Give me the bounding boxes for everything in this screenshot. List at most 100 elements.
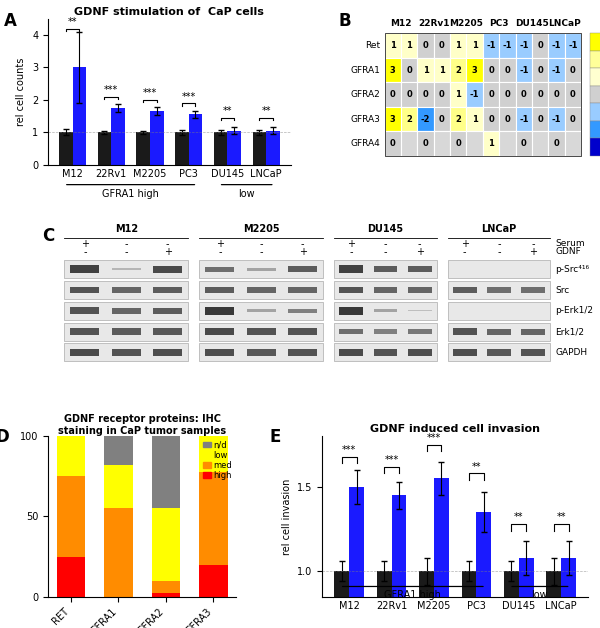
Text: 0: 0 <box>488 90 494 99</box>
Text: M12: M12 <box>390 19 412 28</box>
Bar <box>590 33 600 51</box>
Text: B: B <box>338 11 351 30</box>
Bar <box>434 33 450 58</box>
Bar <box>532 131 548 156</box>
Bar <box>434 58 450 82</box>
Bar <box>205 349 235 356</box>
Bar <box>476 512 491 628</box>
Text: ***: *** <box>342 445 356 455</box>
Bar <box>418 131 434 156</box>
Bar <box>153 349 182 356</box>
Text: 1: 1 <box>406 41 412 50</box>
Text: 0: 0 <box>521 139 527 148</box>
Bar <box>111 108 125 165</box>
Text: E: E <box>269 428 281 447</box>
Bar <box>515 107 532 131</box>
Text: -: - <box>260 239 263 249</box>
Bar <box>385 33 401 58</box>
Bar <box>288 328 317 335</box>
Text: +: + <box>216 239 224 249</box>
Text: 1: 1 <box>472 114 478 124</box>
Bar <box>504 571 519 628</box>
Text: DU145: DU145 <box>367 224 404 234</box>
Text: M12: M12 <box>115 224 138 234</box>
Bar <box>385 131 401 156</box>
Text: 0: 0 <box>505 90 510 99</box>
Text: GFRA1 high: GFRA1 high <box>385 590 441 600</box>
Bar <box>408 266 431 273</box>
Text: **: ** <box>514 512 523 522</box>
Bar <box>453 349 476 356</box>
Bar <box>112 268 141 270</box>
Bar <box>450 58 466 82</box>
Text: 1: 1 <box>390 41 396 50</box>
Bar <box>247 268 276 271</box>
Text: GFRA1 high: GFRA1 high <box>102 189 159 199</box>
Bar <box>214 132 227 165</box>
Bar <box>205 287 235 293</box>
Bar <box>288 349 317 355</box>
Text: +: + <box>461 239 469 249</box>
Bar <box>450 33 466 58</box>
Bar <box>349 487 364 628</box>
Bar <box>466 33 483 58</box>
Bar <box>112 349 141 355</box>
Text: -: - <box>384 239 387 249</box>
Bar <box>153 308 182 314</box>
Text: 0: 0 <box>505 66 510 75</box>
Bar <box>548 82 565 107</box>
Text: C: C <box>43 227 55 245</box>
Bar <box>334 571 349 628</box>
Text: -1: -1 <box>519 114 529 124</box>
Text: A: A <box>4 11 17 30</box>
Text: +: + <box>164 247 172 257</box>
Bar <box>565 107 581 131</box>
Text: -2: -2 <box>421 114 430 124</box>
Bar <box>247 310 276 312</box>
Bar <box>499 131 515 156</box>
Bar <box>56 556 85 597</box>
Bar <box>532 82 548 107</box>
Text: 0: 0 <box>423 90 428 99</box>
Text: -: - <box>166 239 169 249</box>
Bar <box>548 107 565 131</box>
Legend: n/d, low, med, high: n/d, low, med, high <box>203 440 232 480</box>
Text: -: - <box>301 239 304 249</box>
Bar <box>408 310 431 311</box>
Text: -: - <box>532 239 535 249</box>
Text: p-Src⁴¹⁶: p-Src⁴¹⁶ <box>556 265 590 274</box>
Text: -1: -1 <box>503 41 512 50</box>
Text: M2205: M2205 <box>449 19 484 28</box>
Bar <box>152 436 180 509</box>
Text: **: ** <box>556 512 566 522</box>
Text: -1: -1 <box>519 66 529 75</box>
Text: low: low <box>532 590 548 600</box>
Bar <box>532 58 548 82</box>
Bar <box>340 266 363 273</box>
Bar <box>374 310 397 312</box>
Text: ***: *** <box>143 89 157 99</box>
Bar <box>521 328 545 335</box>
Text: -1: -1 <box>486 41 496 50</box>
Bar <box>499 33 515 58</box>
Text: **: ** <box>472 462 481 472</box>
Bar <box>70 349 100 356</box>
Text: 0: 0 <box>537 114 543 124</box>
Bar <box>199 472 227 565</box>
Bar <box>385 107 401 131</box>
Text: Erk1/2: Erk1/2 <box>556 327 584 336</box>
Bar <box>385 33 581 156</box>
Text: -: - <box>418 239 421 249</box>
Text: 0: 0 <box>439 90 445 99</box>
Title: GDNF receptor proteins: IHC
staining in CaP tumor samples: GDNF receptor proteins: IHC staining in … <box>58 414 226 436</box>
Bar <box>450 82 466 107</box>
Text: -: - <box>384 247 387 257</box>
Bar <box>590 138 600 156</box>
Bar <box>266 131 280 165</box>
Bar <box>153 287 182 293</box>
Bar <box>401 58 418 82</box>
Bar <box>499 82 515 107</box>
Text: 0: 0 <box>570 66 576 75</box>
Bar <box>418 107 434 131</box>
Text: GFRA3: GFRA3 <box>350 114 380 124</box>
